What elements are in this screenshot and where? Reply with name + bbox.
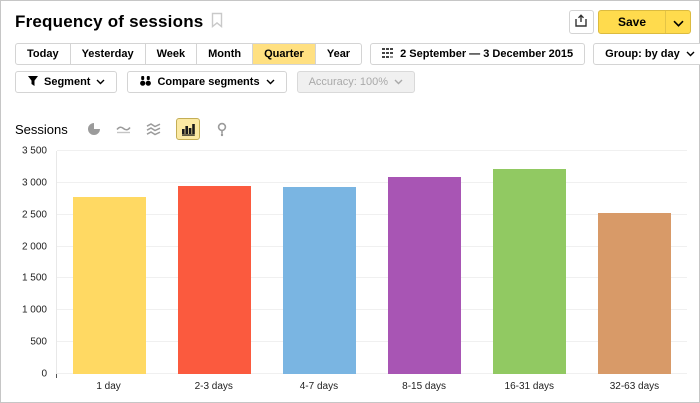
bar-4-7-days[interactable] xyxy=(282,187,357,374)
bar-slot xyxy=(57,151,162,374)
gridline xyxy=(57,277,687,279)
plot-area xyxy=(56,150,687,378)
x-tick-label: 32-63 days xyxy=(609,381,660,392)
gridline xyxy=(57,309,687,311)
bar-slot xyxy=(372,151,477,374)
period-tab-year[interactable]: Year xyxy=(314,43,363,65)
header: Frequency of sessions Save xyxy=(1,1,699,34)
bar-chart-icon[interactable] xyxy=(175,118,200,140)
group-by-label: Group: by day xyxy=(605,48,680,60)
y-axis: 3 500 3 000 2 500 2 000 1 500 1 000 500 0 xyxy=(1,146,56,380)
save-button-group: Save xyxy=(597,10,691,34)
period-tab-month[interactable]: Month xyxy=(196,43,254,65)
bar-2-3-days[interactable] xyxy=(177,186,252,374)
chevron-down-icon xyxy=(672,15,684,30)
export-button[interactable] xyxy=(568,10,594,34)
bars-container xyxy=(57,151,687,374)
y-tick-label: 2 000 xyxy=(21,241,47,253)
segment-label: Segment xyxy=(44,76,91,88)
bar-slot xyxy=(267,151,372,374)
stacked-area-icon[interactable] xyxy=(146,121,162,137)
calendar-grid-icon xyxy=(382,47,395,62)
binoculars-icon xyxy=(139,75,152,90)
y-tick-label: 1 000 xyxy=(21,304,47,316)
gridline xyxy=(57,373,687,374)
bar-slot xyxy=(162,151,267,374)
gridline xyxy=(57,245,687,247)
metric-row: Sessions xyxy=(15,118,699,140)
date-range-label: 2 September — 3 December 2015 xyxy=(400,48,574,60)
segment-button[interactable]: Segment xyxy=(15,71,118,93)
period-tab-quarter[interactable]: Quarter xyxy=(252,43,316,65)
y-tick-label: 3 500 xyxy=(21,145,47,157)
gridline xyxy=(57,181,687,183)
period-selector: Today Yesterday Week Month Quarter Year xyxy=(15,43,363,65)
period-tab-today[interactable]: Today xyxy=(15,43,71,65)
chevron-down-icon xyxy=(686,48,695,60)
chevron-down-icon xyxy=(266,76,275,88)
gridline xyxy=(57,213,687,215)
gridline xyxy=(57,341,687,343)
group-by-button[interactable]: Group: by day xyxy=(593,43,700,65)
date-range-button[interactable]: 2 September — 3 December 2015 xyxy=(370,43,586,65)
x-axis: 1 day 2-3 days 4-7 days 8-15 days 16-31 days… xyxy=(56,381,687,392)
map-pin-icon[interactable] xyxy=(214,121,230,137)
compare-segments-label: Compare segments xyxy=(157,76,260,88)
accuracy-label: Accuracy: 100% xyxy=(308,76,389,88)
y-tick-label: 3 000 xyxy=(21,177,47,189)
x-tick-label: 16-31 days xyxy=(504,381,555,392)
x-tick-label: 4-7 days xyxy=(299,381,339,392)
x-tick-label: 2-3 days xyxy=(194,381,233,392)
chevron-down-icon xyxy=(394,76,403,88)
page-title: Frequency of sessions xyxy=(15,11,204,31)
metric-label: Sessions xyxy=(15,121,68,137)
bar-chart: 3 500 3 000 2 500 2 000 1 500 1 000 500 0 1 day… xyxy=(1,146,687,392)
pie-chart-icon[interactable] xyxy=(86,121,102,137)
bar-32-63-days[interactable] xyxy=(597,212,672,374)
period-tab-week[interactable]: Week xyxy=(144,43,198,65)
save-dropdown-button[interactable] xyxy=(665,11,690,33)
bar-slot xyxy=(477,151,582,374)
chart-type-switcher xyxy=(86,118,230,140)
x-tick-label: 8-15 days xyxy=(402,381,447,392)
compare-segments-button[interactable]: Compare segments xyxy=(127,71,287,93)
axis-tick xyxy=(56,374,57,378)
gridline xyxy=(57,150,687,151)
export-icon xyxy=(574,13,588,31)
line-chart-icon[interactable] xyxy=(116,121,132,137)
y-tick-label: 500 xyxy=(30,336,47,348)
segment-toolbar: Segment Compare segments Accuracy: 100% xyxy=(15,71,691,93)
y-tick-label: 2 500 xyxy=(21,209,47,221)
save-button[interactable]: Save xyxy=(599,11,665,33)
x-tick-label: 1 day xyxy=(96,381,121,392)
y-tick-label: 1 500 xyxy=(21,272,47,284)
period-toolbar: Today Yesterday Week Month Quarter Year 2 Sep… xyxy=(15,43,700,65)
bar-16-31-days[interactable] xyxy=(492,168,567,374)
bar-slot xyxy=(582,151,687,374)
bar-1-day[interactable] xyxy=(72,196,147,374)
bookmark-icon[interactable] xyxy=(211,12,223,33)
period-tab-yesterday[interactable]: Yesterday xyxy=(69,43,146,65)
y-tick-label: 0 xyxy=(41,368,47,380)
accuracy-button[interactable]: Accuracy: 100% xyxy=(296,71,416,93)
bar-8-15-days[interactable] xyxy=(387,177,462,374)
funnel-icon xyxy=(27,75,39,90)
chevron-down-icon xyxy=(96,76,105,88)
